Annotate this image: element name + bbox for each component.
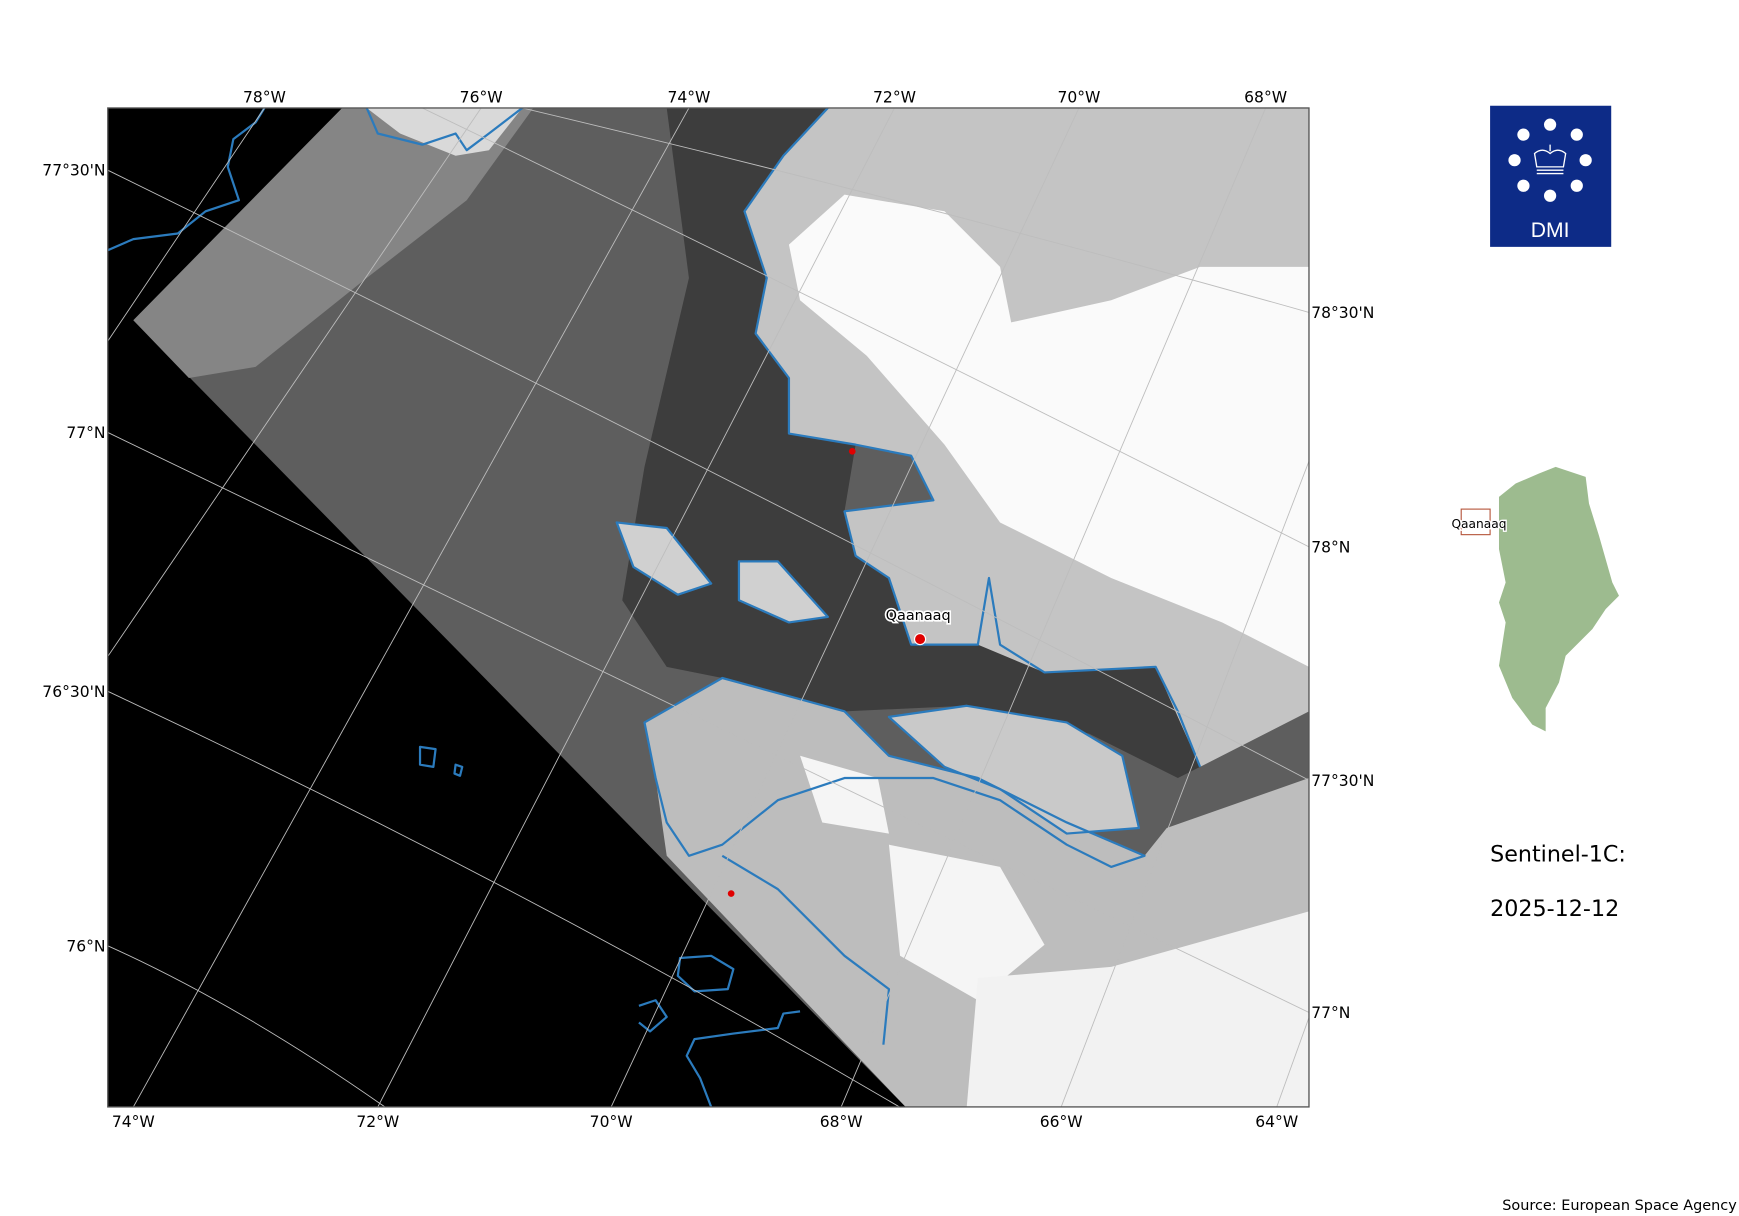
lat-label: 77°N: [1311, 1004, 1350, 1022]
map-frame: [107, 107, 1310, 1108]
lon-label: 68°W: [820, 1113, 863, 1131]
place-label-qaanaaq: Qaanaaq: [886, 608, 951, 624]
right-latitude-labels: 78°30'N 78°N 77°30'N 77°N: [1311, 304, 1374, 1022]
coastline-bay-island: [676, 954, 735, 993]
area-of-interest-box: [1460, 508, 1491, 536]
island-east: [738, 561, 828, 623]
southeast-ice: [966, 911, 1309, 1107]
coastline-middle-peninsula: [887, 704, 1141, 835]
top-longitude-labels: 78°W 76°W 74°W 72°W 70°W 68°W: [243, 88, 1287, 106]
lat-label: 77°30'N: [42, 162, 105, 180]
coastline-islet: [453, 763, 464, 777]
crown-icon: [1533, 144, 1567, 175]
coastline-southern-shore: [685, 1010, 801, 1107]
satellite-name: Sentinel-1C:: [1490, 841, 1626, 867]
settlement-marker[interactable]: [848, 447, 856, 455]
left-latitude-labels: 77°30'N 77°N 76°30'N 76°N: [42, 162, 105, 956]
lat-label: 76°N: [66, 937, 105, 955]
greenland-land: [1498, 466, 1619, 732]
lon-label: 72°W: [356, 1113, 399, 1131]
lon-label: 74°W: [667, 88, 710, 106]
lon-label: 70°W: [590, 1113, 633, 1131]
dmi-logo: DMI: [1490, 105, 1612, 247]
lat-label: 77°30'N: [1311, 772, 1374, 790]
logo-dots: [1508, 118, 1592, 202]
coastline-south: [643, 676, 1146, 869]
lon-label: 64°W: [1255, 1113, 1298, 1131]
bottom-longitude-labels: 74°W 72°W 70°W 68°W 66°W 64°W: [112, 1113, 1298, 1131]
lat-label: 78°30'N: [1311, 304, 1374, 322]
middle-peninsula: [888, 705, 1139, 834]
lon-label: 70°W: [1057, 88, 1100, 106]
lon-label: 66°W: [1040, 1113, 1083, 1131]
lat-label: 77°N: [66, 424, 105, 442]
lat-label: 76°30'N: [42, 683, 105, 701]
lat-label: 78°N: [1311, 538, 1350, 556]
south-ice-1: [800, 755, 889, 834]
acquisition-date: 2025-12-12: [1490, 896, 1619, 922]
source-credit: Source: European Space Agency: [1502, 1198, 1737, 1214]
lon-label: 72°W: [873, 88, 916, 106]
settlement-marker[interactable]: [727, 890, 735, 897]
coastline-south-bay: [638, 999, 668, 1033]
map-panel: Qaanaaq: [107, 107, 1309, 1107]
lon-label: 78°W: [243, 88, 286, 106]
coastline-ellesmere: [107, 107, 266, 252]
town-marker-qaanaaq[interactable]: [913, 633, 927, 646]
logo-text: DMI: [1531, 219, 1570, 242]
coastline-southwest: [721, 854, 891, 1045]
coastline-island-east: [737, 560, 829, 624]
island-west: [616, 522, 712, 595]
greenland-inset: Qaanaaq: [1450, 466, 1619, 732]
light-sea-ice: [133, 107, 534, 378]
coastline-small-islands: [418, 745, 437, 769]
inset-place-label: Qaanaaq: [1451, 517, 1506, 531]
lon-label: 74°W: [112, 1113, 155, 1131]
lon-label: 68°W: [1244, 88, 1287, 106]
south-ice-2: [888, 844, 1045, 1001]
coastline-island-west: [615, 521, 713, 596]
lon-label: 76°W: [460, 88, 503, 106]
coastline-top: [365, 107, 523, 152]
floes-top: [366, 107, 523, 156]
